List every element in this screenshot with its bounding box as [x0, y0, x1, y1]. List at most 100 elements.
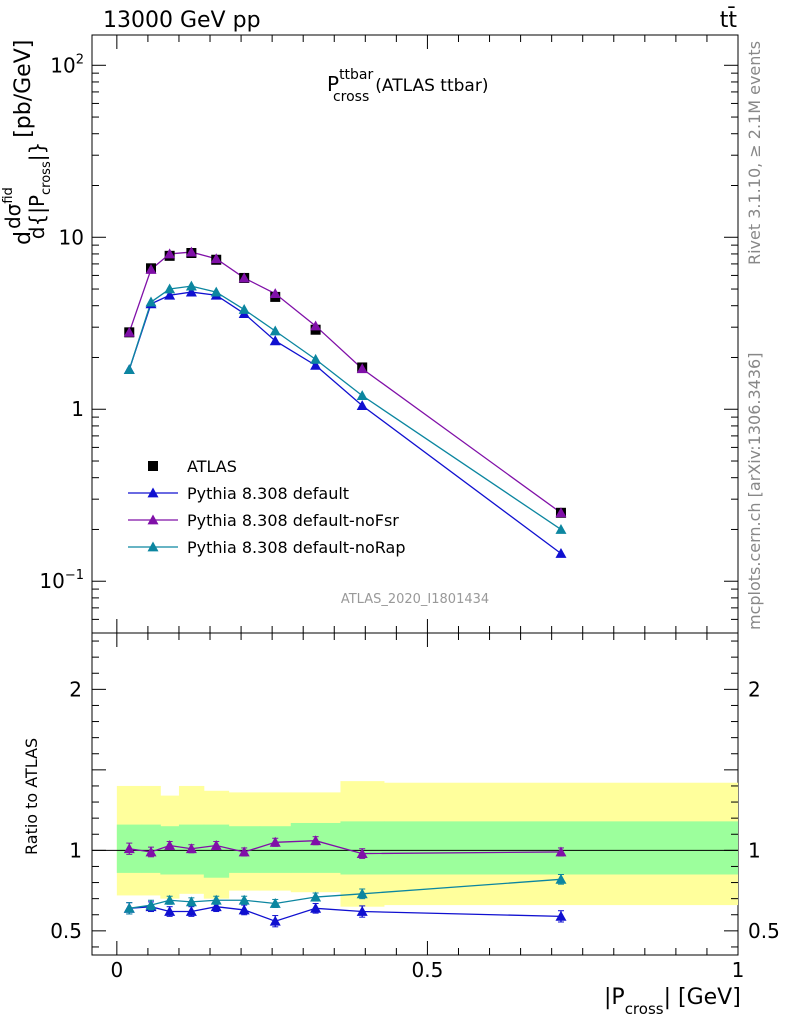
ratio-y-tick-label: 1: [69, 838, 82, 862]
series-point: [185, 246, 197, 257]
legend-label: Pythia 8.308 default-noFsr: [187, 511, 399, 530]
x-tick-label: 1: [732, 958, 745, 982]
legend: ATLAS Pythia 8.308 default Pythia 8.308 de…: [128, 457, 405, 557]
ratio-point: [210, 901, 222, 912]
main-plot-area: [123, 246, 567, 558]
series-point: [185, 280, 197, 291]
ratio-point: [269, 915, 281, 926]
y-axis-label: d dσfid d{|Pcross|} [pb/GeV]: [1, 40, 54, 245]
analysis-id: ATLAS_2020_I1801434: [341, 592, 489, 607]
ratio-y-tick-label: 0.5: [50, 919, 82, 943]
y-tick-label: 102: [50, 52, 84, 77]
ylabel-num: dσ: [1, 203, 25, 229]
ylabel-num-sup: fid: [1, 187, 16, 203]
ratio-point: [356, 848, 368, 858]
ratio-point: [123, 902, 135, 913]
ratio-series-line: [129, 840, 561, 855]
ratio-point: [164, 894, 176, 905]
ratio-y-tick-label: 2: [69, 677, 82, 701]
ratio-point: [269, 836, 281, 847]
ratio-point: [145, 899, 157, 910]
series-point: [555, 523, 567, 534]
y-tick-base: 1: [71, 397, 84, 421]
x-tick-label: 0.5: [412, 958, 444, 982]
legend-label: Pythia 8.308 default-noRap: [187, 538, 405, 557]
y-tick-base: 10: [59, 225, 84, 249]
ylabel-den: d{|P: [25, 195, 49, 239]
ratio-point: [145, 846, 157, 857]
series-point: [555, 547, 567, 558]
series-point: [356, 400, 368, 411]
y-tick-base: 10: [50, 53, 75, 77]
series-point: [269, 288, 281, 299]
ratio-plot-area: [92, 781, 738, 928]
ratio-point: [238, 894, 250, 905]
series-point: [269, 325, 281, 336]
ylabel-den-end: |}: [25, 142, 49, 161]
rivet-label: Rivet 3.1.10, ≥ 2.1M events: [745, 41, 764, 265]
ratio-point: [555, 873, 567, 884]
x-tick-label: 0: [110, 958, 123, 982]
series-point: [356, 363, 368, 374]
series-point: [356, 390, 368, 401]
ratio-y-label: Ratio to ATLAS: [22, 738, 41, 855]
ratio-point: [269, 897, 281, 908]
ratio-point: [185, 906, 197, 916]
ratio-point: [185, 896, 197, 907]
uncertainty-band-inner: [290, 822, 341, 873]
series-point: [310, 320, 322, 331]
title-suffix: (ATLAS ttbar): [375, 76, 488, 96]
series-line: [128, 251, 562, 514]
series-point: [164, 289, 176, 300]
y-tick-base: 10: [39, 569, 64, 593]
y-tick-exp: 2: [76, 52, 84, 67]
series-point: [145, 263, 157, 274]
title-sup: ttbar: [339, 67, 373, 83]
series-point: [164, 283, 176, 294]
ratio-point: [310, 902, 322, 913]
xlabel-main: |P: [604, 985, 625, 1010]
y-tick-label: 10−1: [39, 568, 84, 593]
ratio-point: [210, 894, 222, 905]
series-point: [210, 253, 222, 264]
series-point: [310, 359, 322, 370]
ratio-point: [123, 843, 135, 854]
ratio-point: [356, 888, 368, 899]
y-tick-label: 1: [71, 397, 84, 421]
series-point: [145, 296, 157, 307]
series-point: [555, 507, 567, 518]
ylabel-den-sub: cross: [39, 161, 54, 195]
series-point: [310, 353, 322, 364]
series-line: [128, 291, 562, 554]
ratio-point: [310, 835, 322, 846]
uncertainty-band-inner: [259, 826, 292, 873]
series-point: [210, 286, 222, 297]
ratio-point: [310, 891, 322, 902]
series-point: [185, 286, 197, 297]
series-point: [123, 364, 135, 375]
ratio-point: [555, 910, 567, 921]
legend-marker: [147, 514, 159, 525]
main-x-ticks: [116, 35, 739, 633]
ratio-point: [555, 846, 567, 857]
ratio-ticks: 0 0.5 12 21 10.5 0.5: [50, 633, 780, 982]
legend-marker: [147, 487, 159, 498]
ylabel-prefix: d: [11, 231, 36, 245]
ratio-y-tick-label-right: 0.5: [748, 919, 780, 943]
ratio-point: [238, 904, 250, 915]
series-point: [238, 272, 250, 283]
ratio-point: [164, 840, 176, 850]
series-point: [164, 248, 176, 259]
ratio-point: [185, 843, 197, 854]
ratio-point: [164, 906, 176, 916]
y-tick-exp: −1: [65, 568, 84, 583]
ratio-point: [238, 846, 250, 857]
ratio-series-line: [129, 906, 561, 922]
mcplots-label: mcplots.cern.ch [arXiv:1306.3436]: [745, 353, 764, 630]
series-point: [238, 304, 250, 314]
ratio-point: [356, 906, 368, 916]
ratio-y-tick-label-right: 2: [748, 677, 761, 701]
